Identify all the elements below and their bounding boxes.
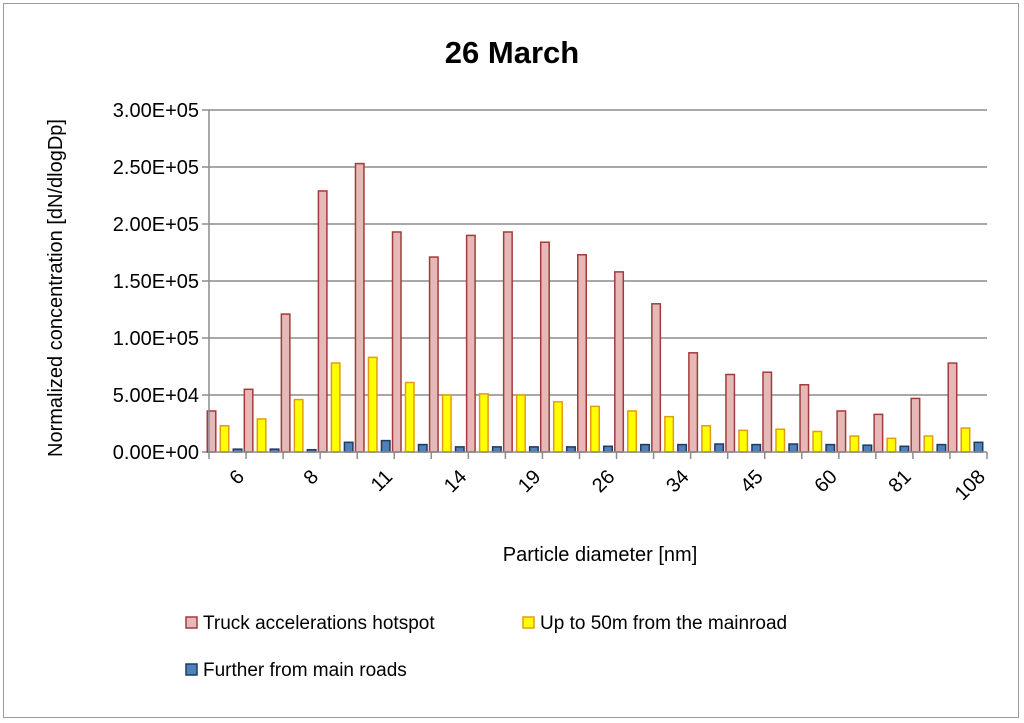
bar <box>330 362 341 453</box>
y-tick-label: 2.50E+05 <box>113 157 199 179</box>
bar <box>428 256 439 453</box>
bar <box>454 446 465 453</box>
bar <box>627 410 638 453</box>
bar <box>515 394 526 453</box>
bar <box>343 441 354 453</box>
x-tick-label: 11 <box>367 466 397 496</box>
bar <box>491 446 502 453</box>
x-axis-label: Particle diameter [nm] <box>503 544 698 566</box>
bar <box>799 383 810 453</box>
bar <box>441 394 452 453</box>
bar <box>367 356 378 453</box>
legend-label: Up to 50m from the mainroad <box>540 613 787 634</box>
bar <box>219 425 230 453</box>
bars <box>206 162 984 453</box>
x-tick-label: 26 <box>588 466 619 497</box>
legend: Truck accelerations hotspot Up to 50m fro… <box>185 613 787 681</box>
bar <box>280 313 291 453</box>
bar <box>614 271 625 453</box>
x-tick-label: 60 <box>810 466 841 497</box>
bar <box>552 401 563 453</box>
bar <box>923 435 934 453</box>
legend-swatch <box>185 663 198 676</box>
x-tick-label: 45 <box>736 466 767 497</box>
y-axis-label: Normalized concentration [dN/dlogDp] <box>45 119 67 457</box>
bar <box>873 413 884 453</box>
bar <box>762 371 773 453</box>
bar <box>775 428 786 453</box>
bar <box>243 388 254 453</box>
y-tick-label: 3.00E+05 <box>113 100 199 122</box>
x-tick-label: 81 <box>885 466 916 497</box>
bar <box>849 435 860 453</box>
bar <box>886 437 897 453</box>
chart-frame <box>3 3 1019 718</box>
x-axis-ticks: 6 8 11 14 19 26 34 45 60 81 108 <box>226 466 990 505</box>
bar <box>590 405 600 453</box>
bar <box>899 445 910 453</box>
gridlines <box>202 109 987 453</box>
y-tick-label: 0.00E+00 <box>113 442 199 464</box>
bar <box>502 231 513 453</box>
bar <box>973 441 984 453</box>
bar <box>825 443 836 453</box>
bar <box>577 254 587 453</box>
chart-title: 26 March <box>445 35 579 70</box>
bar <box>812 430 823 453</box>
bar <box>391 231 402 453</box>
bar <box>565 446 576 453</box>
bar <box>465 234 476 453</box>
bar <box>603 445 613 453</box>
y-axis-ticks: 0.00E+00 5.00E+04 1.00E+05 1.50E+05 2.00E+05… <box>113 100 199 464</box>
bar <box>664 415 675 453</box>
bar <box>725 373 736 453</box>
bar <box>751 443 762 453</box>
bar <box>836 410 847 453</box>
bar <box>677 443 688 453</box>
bar <box>640 443 651 453</box>
bar <box>404 381 415 453</box>
y-tick-label: 5.00E+04 <box>113 385 199 407</box>
y-tick-label: 1.00E+05 <box>113 328 199 350</box>
bar <box>256 418 267 453</box>
bar <box>738 429 749 453</box>
bar <box>651 303 662 453</box>
x-tick-label: 34 <box>662 466 693 497</box>
x-tick-label: 6 <box>226 466 249 489</box>
bar <box>528 446 539 453</box>
bar <box>947 362 958 453</box>
legend-swatch <box>522 616 535 629</box>
bar <box>960 427 971 453</box>
bar <box>293 398 304 453</box>
bar <box>478 393 489 453</box>
legend-swatch <box>185 616 198 629</box>
bar <box>417 443 428 453</box>
bar <box>910 397 921 453</box>
y-tick-label: 2.00E+05 <box>113 214 199 236</box>
bar <box>862 444 873 453</box>
x-tick-label: 19 <box>514 466 545 497</box>
axes <box>208 110 988 459</box>
bar <box>714 443 725 453</box>
x-tick-label: 14 <box>440 466 471 497</box>
bar <box>701 425 712 453</box>
bar <box>936 443 947 453</box>
legend-label: Truck accelerations hotspot <box>203 613 435 634</box>
x-tick-label: 8 <box>300 466 323 489</box>
bar <box>688 352 699 453</box>
bar <box>380 439 391 453</box>
bar <box>788 443 799 453</box>
legend-label: Further from main roads <box>203 660 407 681</box>
bar <box>317 190 328 453</box>
y-tick-label: 1.50E+05 <box>113 271 199 293</box>
bar <box>539 241 550 453</box>
x-tick-label: 108 <box>951 466 990 505</box>
bar <box>354 162 365 453</box>
